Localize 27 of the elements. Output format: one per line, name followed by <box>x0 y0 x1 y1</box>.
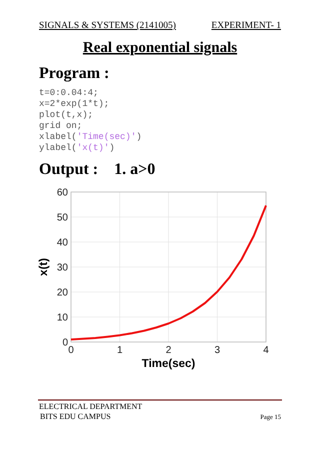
text: plot(t,x); <box>39 110 94 120</box>
y-tick-label: 50 <box>56 212 68 224</box>
x-tick-label: 3 <box>214 345 220 356</box>
x-tick-label: 2 <box>166 345 172 356</box>
text: Real exponential signals <box>82 40 238 56</box>
text: x=2*exp(1*t); <box>39 99 110 109</box>
text: grid on; <box>39 121 82 131</box>
text: SIGNALS & SYSTEMS (2141005) <box>39 21 176 31</box>
text: ELECTRICAL DEPARTMENT <box>39 402 142 411</box>
y-tick-label: 40 <box>56 238 68 248</box>
text: Output : 1. a>0 <box>39 161 156 178</box>
text: xlabel('Time(sec)') <box>39 132 142 142</box>
text: Program : <box>39 65 110 82</box>
y-axis-title: x(t) <box>38 258 50 276</box>
y-tick-label: 60 <box>56 188 68 198</box>
text: t=0:0.04:4; <box>39 88 98 98</box>
text: BITS EDU CAMPUS <box>40 412 111 421</box>
y-tick-label: 30 <box>56 262 68 274</box>
y-tick-label: 10 <box>56 312 68 324</box>
line-series <box>70 204 267 340</box>
text: EXPERIMENT- 1 <box>211 21 282 31</box>
x-tick-label: 1 <box>116 345 123 356</box>
y-tick-label: 0 <box>62 338 68 348</box>
y-tick-label: 20 <box>56 288 68 298</box>
x-tick-label: 4 <box>263 345 270 356</box>
x-axis-title: Time(sec) <box>142 358 196 370</box>
text: ylabel('x(t)') <box>39 143 115 153</box>
